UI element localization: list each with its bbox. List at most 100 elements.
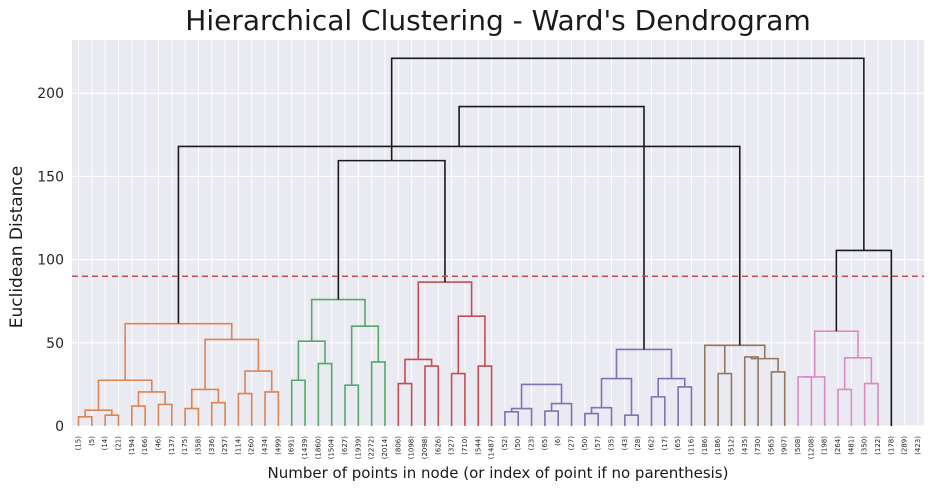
dendrogram-link [504, 411, 520, 426]
leaf-label: (23) [528, 436, 536, 451]
leaf-label: (1439) [301, 436, 309, 460]
y-tick-label: 50 [46, 336, 64, 352]
dendrogram-link [657, 377, 686, 397]
y-tick-label: 200 [37, 86, 64, 102]
x-axis-label: Number of points in node (or index of po… [267, 464, 729, 482]
leaf-label: (512) [727, 436, 735, 455]
leaf-label: (27) [568, 436, 576, 451]
leaf-label: (122) [874, 436, 882, 455]
leaf-label: (65) [674, 436, 682, 451]
dendrogram-link [544, 410, 560, 426]
leaf-label: (481) [847, 436, 855, 455]
leaf-label: (565) [767, 436, 775, 455]
dendrogram-link [97, 379, 153, 411]
y-tick-label: 100 [37, 253, 64, 269]
dendrogram-link [615, 348, 673, 379]
dendrogram-link [600, 377, 633, 416]
dendrogram-link [835, 249, 893, 426]
leaf-label: (1860) [314, 436, 322, 460]
leaf-label: (423) [914, 436, 922, 455]
leaf-label: (730) [754, 436, 762, 455]
dendrogram-link [290, 379, 306, 426]
dendrogram-link [797, 376, 813, 426]
leaf-label: (35) [608, 436, 616, 451]
dendrogram-link [584, 412, 599, 426]
leaf-label: (434) [261, 436, 269, 455]
dendrogram-link [204, 338, 260, 390]
leaf-label: (350) [861, 436, 869, 455]
leaf-label: (1098) [408, 436, 416, 460]
dendrogram-link [837, 388, 853, 426]
leaf-label: (2014) [381, 436, 389, 460]
leaf-label: (2098) [421, 436, 429, 460]
leaf-label: (5) [88, 436, 96, 446]
dendrogram-link [457, 315, 486, 374]
leaf-label: (336) [208, 436, 216, 455]
leaf-label: (627) [341, 436, 349, 455]
leaf-label: (21) [114, 436, 122, 451]
leaf-label: (137) [168, 436, 176, 455]
dendrogram-link [210, 401, 226, 426]
dendrogram-link [458, 105, 645, 350]
leaf-label: (166) [141, 436, 149, 455]
leaf-label: (52) [501, 436, 509, 451]
leaf-label: (499) [274, 436, 282, 455]
dendrogram-link [770, 371, 786, 426]
leaf-label: (57) [594, 436, 602, 451]
leaf-label: (2272) [368, 436, 376, 460]
leaf-label: (264) [834, 436, 842, 455]
dendrogram-link [650, 396, 666, 426]
leaf-label: (1487) [488, 436, 496, 460]
dendrogram-link [317, 362, 333, 426]
leaf-label: (710) [461, 436, 469, 455]
leaf-label: (6) [554, 436, 562, 446]
leaf-label: (114) [234, 436, 242, 455]
leaf-label: (194) [128, 436, 136, 455]
leaf-label: (1939) [354, 436, 362, 460]
leaf-label: (62) [647, 436, 655, 451]
dendrogram-link [370, 361, 386, 426]
leaf-label: (260) [248, 436, 256, 455]
dendrogram-link [677, 386, 693, 426]
leaf-label: (508) [794, 436, 802, 455]
leaf-label: (65) [541, 436, 549, 451]
dendrogram-link [813, 330, 859, 377]
leaf-label: (175) [181, 436, 189, 455]
leaf-label: (544) [474, 436, 482, 455]
chart-title: Hierarchical Clustering - Ward's Dendrog… [185, 4, 811, 37]
dendrogram-link [244, 370, 273, 394]
leaf-label: (178) [887, 436, 895, 455]
dendrogram-link [520, 383, 563, 409]
leaf-label: (50) [581, 436, 589, 451]
dendrogram-link [84, 409, 113, 417]
dendrogram-link [450, 372, 466, 426]
leaf-label: (17) [661, 436, 669, 451]
leaf-label: (186) [714, 436, 722, 455]
leaf-label: (186) [701, 436, 709, 455]
leaf-label: (50) [514, 436, 522, 451]
dendrogram-link [717, 372, 733, 426]
plot-background [72, 40, 924, 426]
leaf-label: (358) [194, 436, 202, 455]
leaf-label: (806) [394, 436, 402, 455]
dendrogram-link [297, 340, 326, 381]
dendrogram-link [310, 298, 366, 342]
dendrogram-link [804, 376, 826, 426]
leaf-label: (691) [288, 436, 296, 455]
leaf-label: (28) [634, 436, 642, 451]
dendrogram-link [390, 57, 865, 251]
leaf-label: (116) [687, 436, 695, 455]
leaf-label: (327) [448, 436, 456, 455]
leaf-label: (15) [75, 436, 83, 451]
dendrogram-link [177, 145, 741, 346]
leaf-label: (46) [154, 436, 162, 451]
leaf-label: (1504) [328, 436, 336, 460]
dendrogram-link [714, 344, 766, 359]
leaf-label: (14) [101, 436, 109, 451]
dendrogram-link [124, 322, 233, 381]
leaf-label: (435) [741, 436, 749, 455]
dendrogram-link [550, 402, 573, 426]
leaf-label: (626) [434, 436, 442, 455]
